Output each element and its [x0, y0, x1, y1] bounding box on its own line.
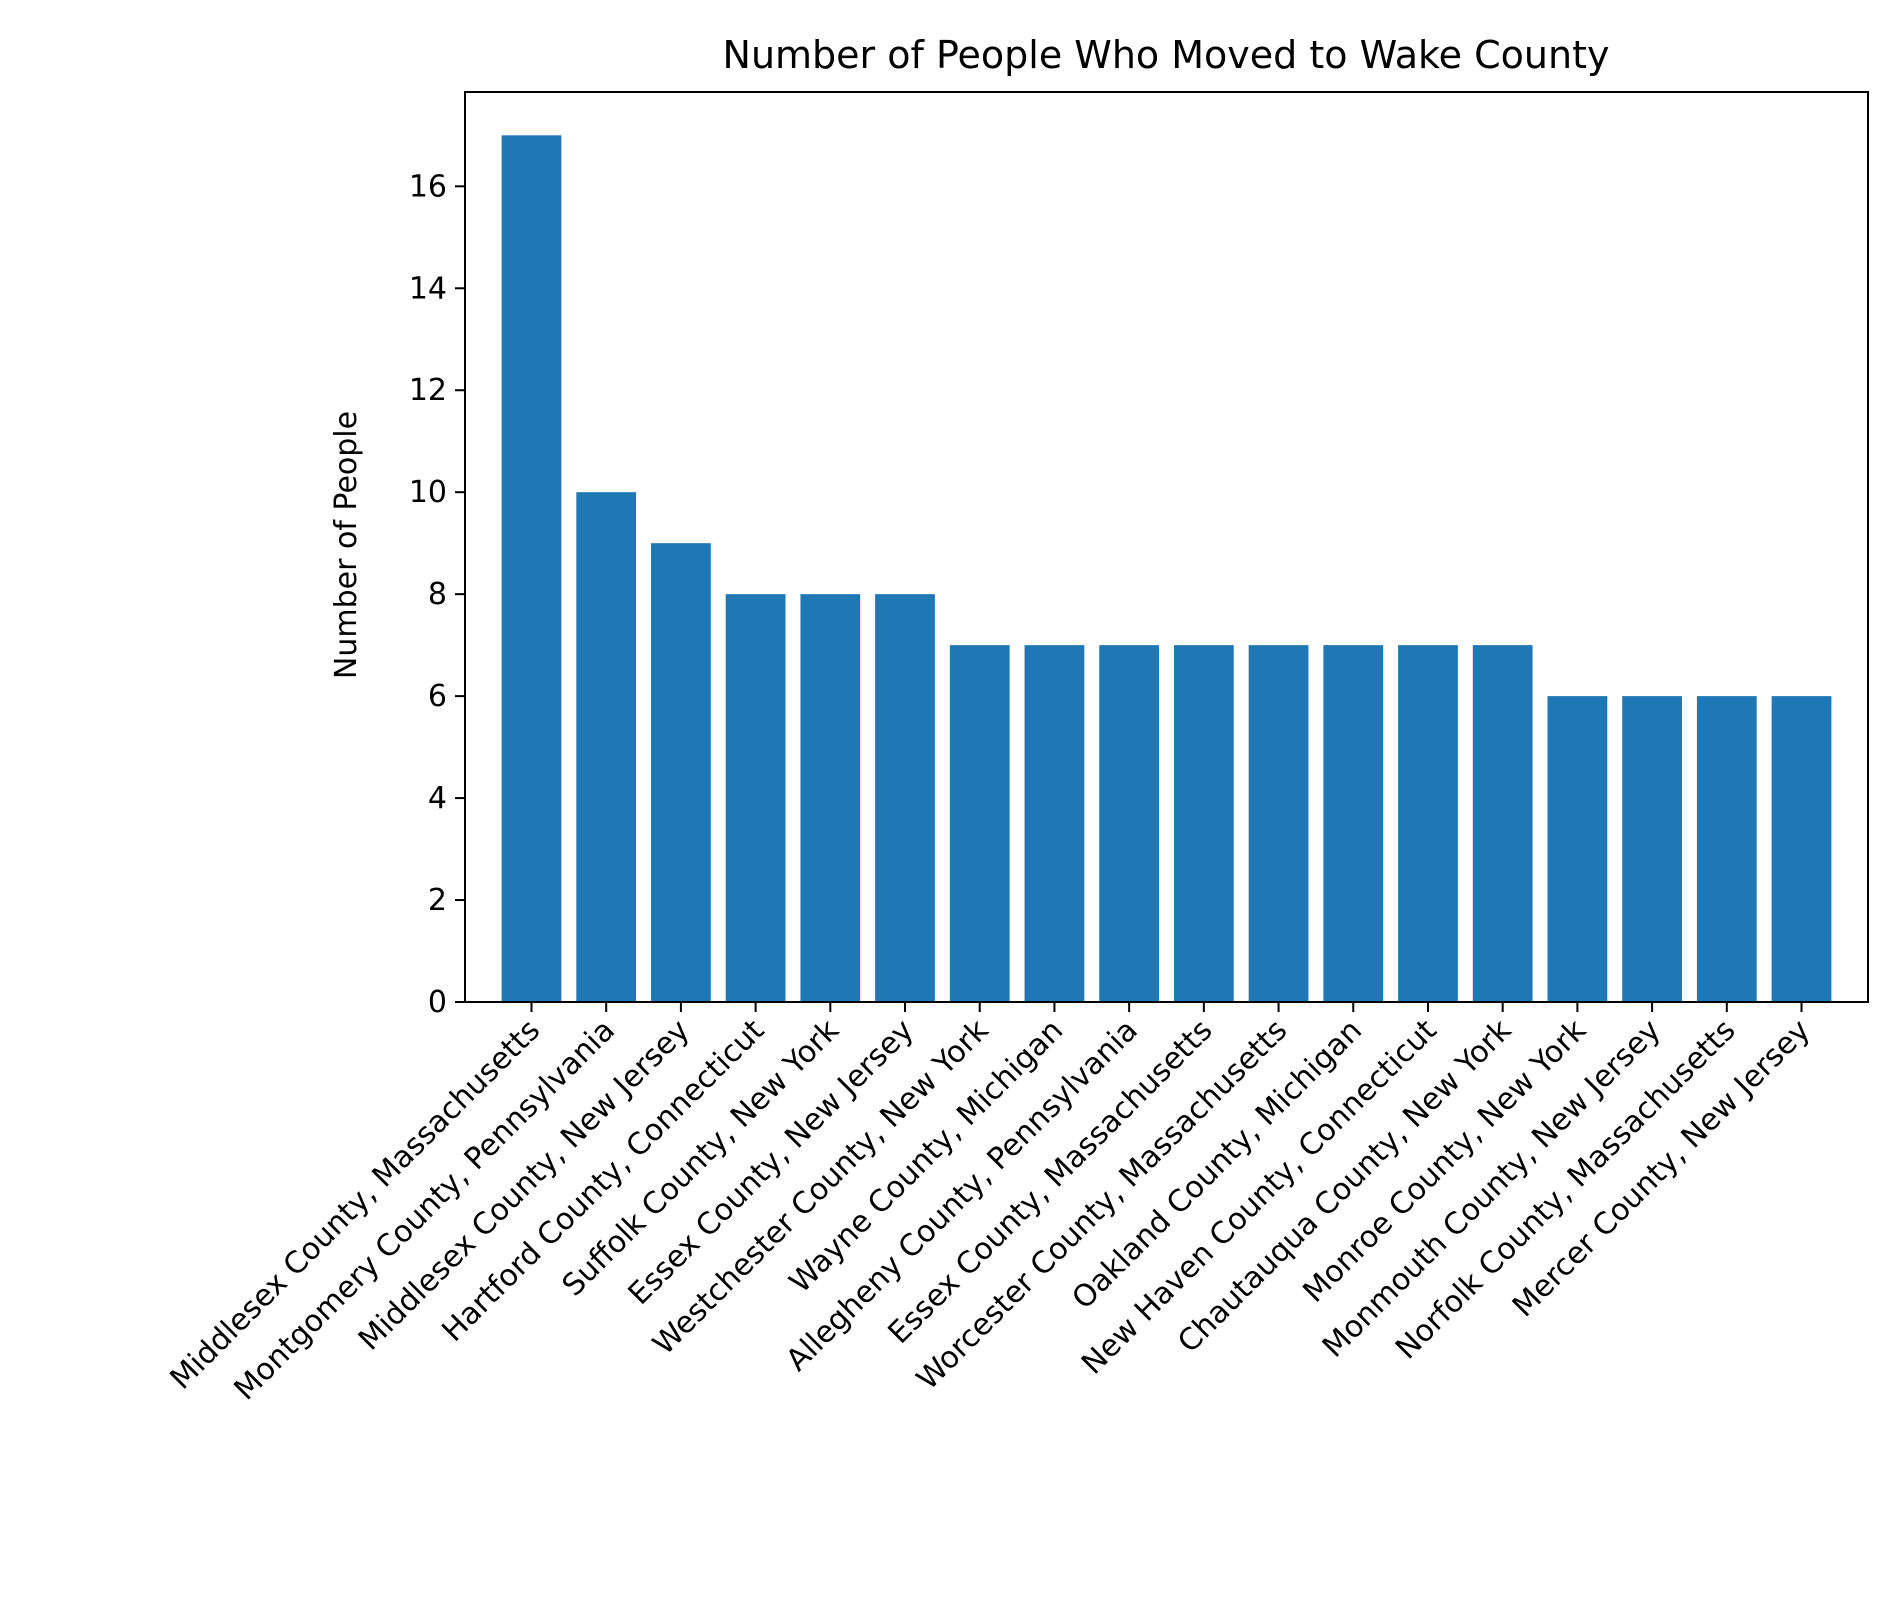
- y-tick-label: 10: [409, 475, 447, 510]
- y-tick-label: 14: [409, 271, 447, 306]
- bar: [576, 492, 637, 1002]
- y-tick-label: 4: [428, 781, 447, 816]
- y-axis-label: Number of People: [329, 411, 364, 679]
- bar: [1323, 645, 1384, 1002]
- y-tick-label: 0: [428, 985, 447, 1020]
- bar: [949, 645, 1010, 1002]
- y-tick-label: 6: [428, 679, 447, 714]
- plot-frame: [464, 91, 1869, 1003]
- bar: [1771, 696, 1832, 1002]
- bar: [1024, 645, 1085, 1002]
- bar: [1472, 645, 1533, 1002]
- bars-group: [501, 135, 1832, 1003]
- x-axis-ticks: Middlesex County, MassachusettsMontgomer…: [164, 1002, 1817, 1407]
- bar: [1248, 645, 1309, 1002]
- chart-title: Number of People Who Moved to Wake Count…: [723, 33, 1610, 77]
- bar: [1099, 645, 1160, 1002]
- bar: [800, 594, 861, 1002]
- bar: [725, 594, 786, 1002]
- bar: [1622, 696, 1682, 1002]
- bar: [1173, 645, 1234, 1002]
- y-tick-label: 2: [428, 883, 447, 918]
- bar: [1398, 645, 1458, 1002]
- bar: [1547, 696, 1608, 1002]
- bar: [651, 543, 711, 1002]
- bar: [1696, 696, 1757, 1002]
- y-tick-label: 8: [428, 577, 447, 612]
- bar: [875, 594, 935, 1002]
- y-tick-label: 16: [409, 169, 447, 204]
- y-tick-label: 12: [409, 373, 447, 408]
- y-axis-ticks: 0 2 4 6 8 10 12 14 16: [409, 169, 465, 1020]
- bar: [501, 135, 562, 1003]
